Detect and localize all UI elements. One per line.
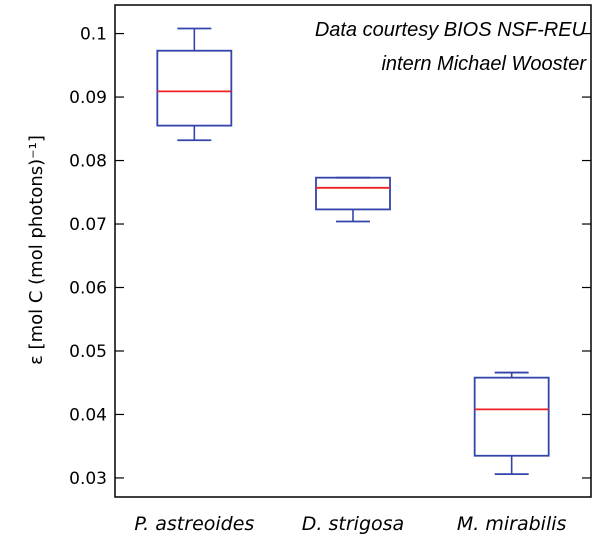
interquartile-box: [473, 376, 550, 457]
box-1: [156, 27, 233, 142]
plot-frame: [114, 4, 592, 498]
annotation-line-1: Data courtesy BIOS NSF-REU: [315, 19, 587, 41]
interquartile-box: [315, 176, 391, 211]
interquartile-box: [156, 49, 233, 127]
x-category-label: D. strigosa: [302, 513, 404, 535]
plot-marks: [156, 27, 550, 476]
y-tick-label: 0.04: [69, 405, 107, 425]
y-tick-label: 0.05: [69, 342, 107, 362]
x-category-label: P. astreoides: [134, 513, 254, 535]
box-3: [473, 371, 550, 476]
y-tick-label: 0.08: [69, 152, 107, 172]
data-credit-annotation: Data courtesy BIOS NSF-REU intern Michae…: [315, 19, 588, 75]
box-2: [315, 176, 391, 223]
annotation-line-2: intern Michael Wooster: [381, 53, 587, 75]
y-tick-label: 0.07: [69, 215, 107, 235]
y-tick-label: 0.06: [69, 279, 107, 299]
y-axis-ticks: 0.03 0.04 0.05 0.06 0.07 0.08 0.09 0.1: [69, 25, 591, 489]
y-tick-label: 0.03: [69, 469, 107, 489]
y-tick-label: 0.09: [69, 88, 107, 108]
x-category-label: M. mirabilis: [457, 513, 567, 535]
y-tick-label: 0.1: [80, 25, 107, 45]
y-axis-label: ε [mol C (mol photons)⁻¹]: [26, 135, 47, 365]
x-axis-labels: P. astreoides D. strigosa M. mirabilis: [134, 513, 566, 535]
